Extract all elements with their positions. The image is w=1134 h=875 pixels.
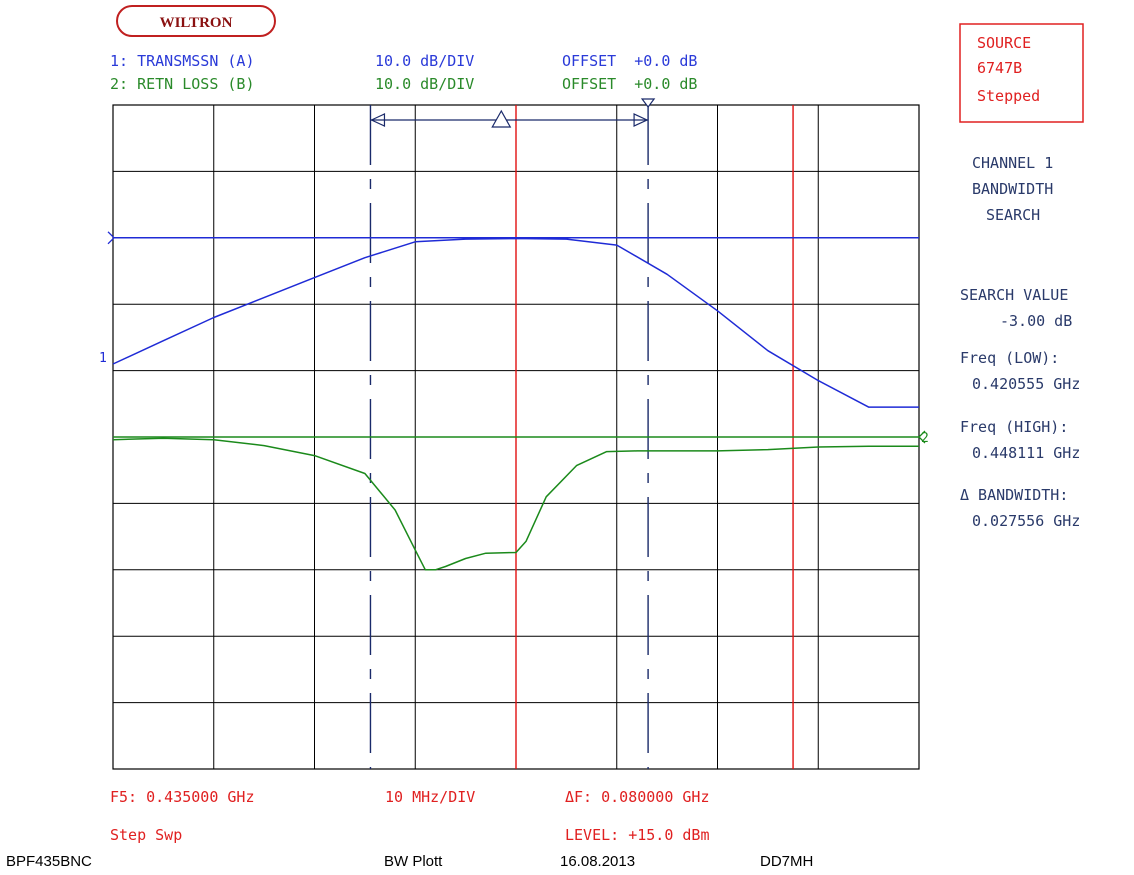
bandwidth-arrow-right — [633, 113, 649, 127]
delta-marker-icon — [491, 109, 512, 128]
trace1-label: 1: TRANSMSSN (A) — [110, 52, 255, 70]
mode-channel: CHANNEL 1 — [972, 154, 1053, 172]
trace2-number-label: 2 — [921, 431, 929, 446]
trace1-offset: OFFSET +0.0 dB — [562, 52, 697, 70]
device-name: BPF435BNC — [6, 853, 92, 870]
trace2-scale: 10.0 dB/DIV — [375, 75, 474, 93]
plot-title: BW Plott — [384, 853, 443, 870]
freq-high-label: Freq (HIGH): — [960, 418, 1068, 436]
frequency-span: ΔF: 0.080000 GHz — [565, 788, 710, 806]
freq-low-value: 0.420555 GHz — [972, 375, 1080, 393]
trace2-reference-pointer — [918, 430, 926, 444]
trace2-label: 2: RETN LOSS (B) — [110, 75, 255, 93]
trace-line-2 — [112, 437, 919, 571]
reference-indicators: 12 — [99, 231, 929, 446]
logo-outline — [116, 5, 276, 37]
plot-date: 16.08.2013 — [560, 853, 635, 870]
source-mode: Stepped — [977, 87, 1040, 105]
bandwidth-label: Δ BANDWIDTH: — [960, 486, 1068, 504]
bandwidth-value: 0.027556 GHz — [972, 512, 1080, 530]
plot-footer: BPF435BNC BW Plott 16.08.2013 DD7MH — [6, 853, 813, 870]
trace-header: 1: TRANSMSSN (A) 10.0 dB/DIV OFFSET +0.0… — [110, 52, 697, 93]
traces — [112, 237, 919, 571]
source-level: LEVEL: +15.0 dBm — [565, 826, 710, 844]
bandwidth-arrow-left — [370, 113, 386, 127]
trace-line-1 — [112, 237, 919, 408]
freq-high-value: 0.448111 GHz — [972, 444, 1080, 462]
center-frequency: F5: 0.435000 GHz — [110, 788, 255, 806]
search-value: -3.00 dB — [1000, 312, 1072, 330]
search-readout: CHANNEL 1 BANDWIDTH SEARCH SEARCH VALUE … — [960, 154, 1080, 530]
search-value-label: SEARCH VALUE — [960, 286, 1068, 304]
sweep-mode: Step Swp — [110, 826, 182, 844]
trace1-reference-pointer — [107, 231, 115, 245]
logo-text: WILTRON — [160, 15, 233, 31]
search-cursors — [369, 98, 656, 769]
mode-bandwidth: BANDWIDTH — [972, 180, 1053, 198]
source-box-outline — [959, 23, 1084, 123]
source-label: SOURCE — [977, 34, 1031, 52]
source-model: 6747B — [977, 59, 1022, 77]
cursor-top-marker — [640, 98, 656, 108]
trace2-offset: OFFSET +0.0 dB — [562, 75, 697, 93]
frequency-per-division: 10 MHz/DIV — [385, 788, 475, 806]
operator-call: DD7MH — [760, 853, 813, 870]
sweep-info: F5: 0.435000 GHz 10 MHz/DIV ΔF: 0.080000… — [110, 788, 710, 844]
wiltron-logo: WILTRON — [116, 5, 276, 37]
mode-search: SEARCH — [986, 206, 1040, 224]
source-box: SOURCE 6747B Stepped — [959, 23, 1084, 123]
freq-low-label: Freq (LOW): — [960, 349, 1059, 367]
trace1-scale: 10.0 dB/DIV — [375, 52, 474, 70]
trace1-number-label: 1 — [99, 351, 107, 366]
